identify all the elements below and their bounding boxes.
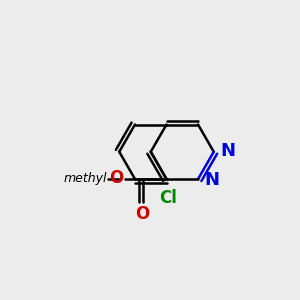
Text: O: O xyxy=(110,169,124,188)
Text: N: N xyxy=(205,171,220,189)
Text: N: N xyxy=(220,142,236,160)
Text: methyl: methyl xyxy=(63,172,107,185)
Text: Cl: Cl xyxy=(159,189,177,207)
Text: O: O xyxy=(135,205,149,223)
